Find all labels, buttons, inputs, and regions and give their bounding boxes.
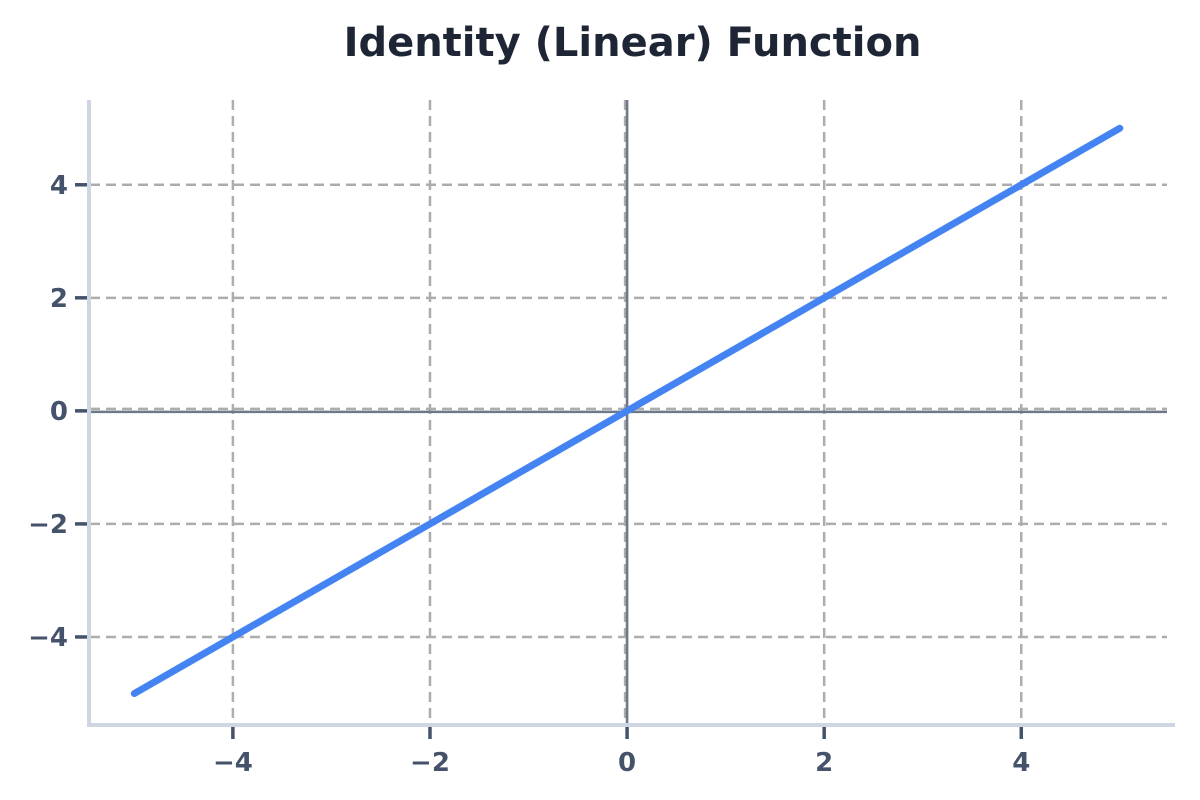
y-tick-label: −4 xyxy=(28,623,68,653)
x-tick-label: 4 xyxy=(1012,748,1030,778)
y-tick-label: −2 xyxy=(28,510,68,540)
chart-title: Identity (Linear) Function xyxy=(343,20,922,66)
x-tick-label: 2 xyxy=(815,748,833,778)
y-tick-label: 4 xyxy=(50,171,68,201)
x-tick-label: −2 xyxy=(410,748,450,778)
y-tick-label: 0 xyxy=(50,397,68,427)
series-line xyxy=(130,124,1124,697)
x-tick-label: 0 xyxy=(618,748,636,778)
y-tick-label: 2 xyxy=(50,284,68,314)
x-tick-label: −4 xyxy=(213,748,253,778)
